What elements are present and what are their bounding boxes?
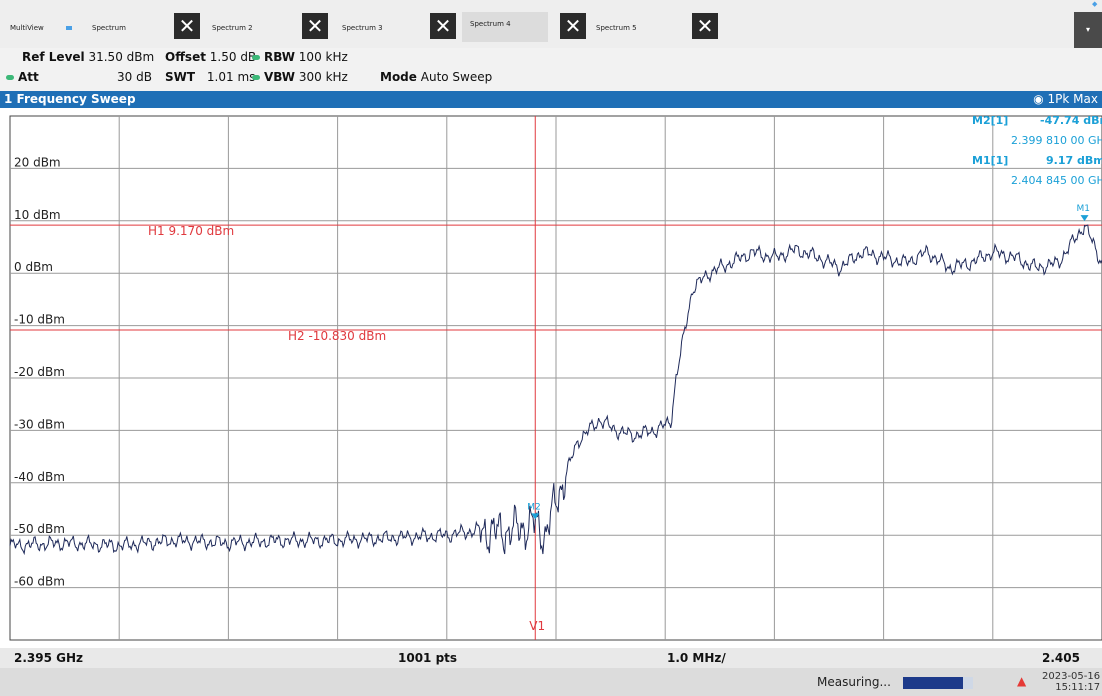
marker-m1-tag: M1	[1077, 204, 1091, 214]
vbw-setting[interactable]: VBW 300 kHz	[252, 70, 348, 84]
sweep-points: 1001 pts	[398, 651, 458, 665]
tab-spectrum-4[interactable]: Spectrum 4	[470, 20, 511, 28]
rbw-setting[interactable]: RBW 100 kHz	[252, 50, 348, 64]
tab-spectrum-2[interactable]: Spectrum 2	[212, 24, 253, 32]
coupled-indicator-icon	[252, 75, 260, 80]
tab-multiview[interactable]: MultiView	[10, 24, 44, 32]
status-text: Measuring...	[817, 675, 891, 689]
close-tab-spectrum-2-button[interactable]: ✕	[302, 13, 328, 39]
offset-value: 1.50 dB	[209, 50, 257, 64]
close-tab-spectrum-4-button[interactable]: ✕	[560, 13, 586, 39]
tab-spectrum-5[interactable]: Spectrum 5	[596, 24, 637, 32]
frequency-axis-bar: 2.395 GHz 1001 pts 1.0 MHz/ 2.405 GHz	[0, 648, 1102, 685]
trace-info-label: 1Pk Max	[1047, 92, 1098, 106]
rbw-value: 100 kHz	[298, 50, 348, 64]
close-tab-spectrum-button[interactable]: ✕	[174, 13, 200, 39]
marker-m2-frequency: 2.399 810 00 GHz	[1011, 134, 1102, 147]
frequency-span-per-div: 1.0 MHz/	[667, 651, 726, 665]
trace-1-line	[9, 224, 1102, 556]
marker-m2-label: M2[1]	[972, 114, 1009, 127]
ref-level-value: 31.50 dBm	[88, 50, 155, 64]
y-tick-label: -10 dBm	[14, 313, 65, 327]
active-tab-highlight	[462, 12, 548, 42]
coupled-indicator-icon	[252, 55, 260, 60]
tab-spectrum-3[interactable]: Spectrum 3	[342, 24, 383, 32]
window-title-bar[interactable]: 1 Frequency Sweep ◉ 1Pk Max	[0, 91, 1102, 108]
y-tick-label: -60 dBm	[14, 575, 65, 589]
date-time: 2023-05-16 15:11:17	[1042, 671, 1100, 693]
offset-label: Offset	[165, 50, 206, 64]
tab-spectrum[interactable]: Spectrum	[92, 24, 126, 32]
status-time: 15:11:17	[1055, 682, 1101, 693]
swt-setting[interactable]: SWT 1.01 ms	[165, 70, 255, 84]
marker-m1-level: 9.17 dBm	[1046, 154, 1102, 167]
measurement-settings: Ref Level 31.50 dBm Offset 1.50 dB RBW 1…	[0, 48, 1102, 90]
y-tick-label: -40 dBm	[14, 470, 65, 484]
marker-m1-symbol	[1080, 215, 1089, 222]
vbw-value: 300 kHz	[298, 70, 348, 84]
spectrum-chart[interactable]: 20 dBm 10 dBm 0 dBm -10 dBm -20 dBm -30 dBm -4…	[0, 108, 1102, 648]
marker-m1-frequency: 2.404 845 00 GHz	[1011, 174, 1102, 187]
ref-level-setting[interactable]: Ref Level 31.50 dBm	[22, 50, 154, 64]
att-label: Att	[18, 70, 39, 84]
marker-m1-label: M1[1]	[972, 154, 1009, 167]
swt-label: SWT	[165, 70, 196, 84]
network-icon[interactable]: ▲	[1017, 674, 1027, 688]
y-tick-label: -50 dBm	[14, 522, 65, 536]
y-tick-label: 0 dBm	[14, 260, 53, 274]
mode-value: Auto Sweep	[420, 70, 493, 84]
status-date: 2023-05-16	[1042, 671, 1101, 682]
v1-label: V1	[529, 619, 545, 633]
marker-m2-level: -47.74 dBm	[1040, 114, 1102, 127]
y-tick-label: 10 dBm	[14, 208, 61, 222]
tab-bar: MultiView Spectrum ✕ Spectrum 2 ✕ Spectr…	[0, 0, 1102, 48]
swt-value: 1.01 ms	[206, 70, 256, 84]
h2-limit-label: H2 -10.830 dBm	[288, 329, 386, 343]
marker-m2-tag: M2	[527, 502, 541, 512]
marker-m2-symbol	[531, 513, 540, 520]
offset-setting[interactable]: Offset 1.50 dB	[165, 50, 256, 64]
close-tab-spectrum-5-button[interactable]: ✕	[692, 13, 718, 39]
sweep-progress-fill	[903, 677, 963, 689]
y-tick-label: -30 dBm	[14, 417, 65, 431]
att-value: 30 dB	[117, 70, 152, 84]
window-title: 1 Frequency Sweep	[4, 92, 136, 106]
h1-limit-label: H1 9.170 dBm	[148, 224, 234, 238]
spectrum-plot[interactable]: 20 dBm 10 dBm 0 dBm -10 dBm -20 dBm -30 dBm -4…	[0, 108, 1102, 648]
trace-info[interactable]: ◉ 1Pk Max	[1033, 91, 1098, 108]
sweep-progress-bar	[903, 677, 973, 689]
spectrum-icon	[66, 26, 72, 30]
rbw-label: RBW	[264, 50, 295, 64]
ref-level-label: Ref Level	[22, 50, 85, 64]
corner-indicator-icon: ◆	[1092, 0, 1098, 8]
coupled-indicator-icon	[6, 75, 14, 80]
mode-setting[interactable]: Mode Auto Sweep	[380, 70, 492, 84]
y-tick-label: 20 dBm	[14, 155, 61, 169]
mode-label: Mode	[380, 70, 417, 84]
y-tick-label: -20 dBm	[14, 365, 65, 379]
dropdown-button[interactable]: ▾	[1074, 12, 1102, 48]
att-setting[interactable]: Att	[6, 70, 39, 84]
start-frequency: 2.395 GHz	[14, 651, 84, 665]
status-bar: Measuring... ▲ 2023-05-16 15:11:17	[0, 668, 1102, 696]
close-tab-spectrum-3-button[interactable]: ✕	[430, 13, 456, 39]
trace-indicator-icon: ◉	[1033, 92, 1044, 106]
vbw-label: VBW	[264, 70, 296, 84]
